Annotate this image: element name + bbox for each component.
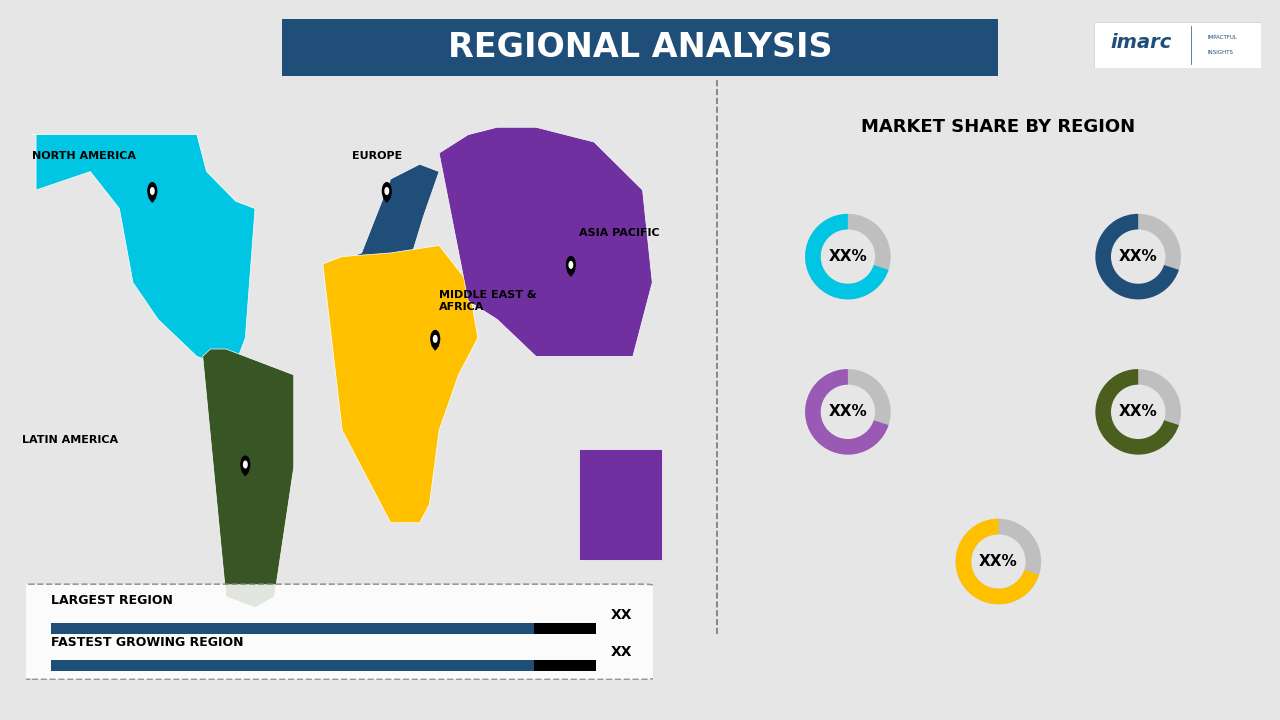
Text: XX: XX [611,608,632,622]
Polygon shape [342,164,439,261]
Wedge shape [1096,369,1179,454]
Text: EUROPE: EUROPE [352,150,402,161]
Text: MARKET SHARE BY REGION: MARKET SHARE BY REGION [861,118,1135,136]
Circle shape [567,256,575,273]
Wedge shape [1096,369,1181,454]
Wedge shape [805,214,891,300]
Polygon shape [202,349,294,608]
Polygon shape [242,471,248,476]
Text: REGIONAL ANALYSIS: REGIONAL ANALYSIS [448,31,832,64]
Wedge shape [1096,214,1179,300]
Text: XX%: XX% [1119,249,1157,264]
FancyBboxPatch shape [282,19,998,76]
Text: MIDDLE EAST &
AFRICA: MIDDLE EAST & AFRICA [439,289,536,312]
Text: LARGEST REGION: LARGEST REGION [51,595,173,608]
Wedge shape [805,369,888,454]
Wedge shape [805,214,888,300]
Bar [534,660,596,671]
Polygon shape [384,197,390,202]
Text: LATIN AMERICA: LATIN AMERICA [23,435,119,445]
Bar [534,623,596,634]
FancyBboxPatch shape [1094,22,1261,68]
Text: ASIA PACIFIC: ASIA PACIFIC [579,228,659,238]
Circle shape [434,336,436,342]
Polygon shape [148,197,156,202]
Wedge shape [805,369,891,454]
Text: XX%: XX% [979,554,1018,569]
FancyBboxPatch shape [13,584,659,680]
Polygon shape [323,246,477,523]
Text: XX%: XX% [1119,405,1157,419]
Text: XX: XX [611,645,632,659]
Circle shape [148,183,156,199]
Circle shape [570,261,572,269]
Polygon shape [579,449,662,559]
Circle shape [431,330,439,347]
Polygon shape [439,127,653,356]
Text: XX%: XX% [828,405,868,419]
Circle shape [151,188,154,194]
Polygon shape [431,346,439,350]
Bar [51,623,534,634]
Polygon shape [567,271,575,276]
Circle shape [385,188,389,194]
Wedge shape [956,518,1039,604]
Wedge shape [956,518,1041,604]
Text: IMPACTFUL: IMPACTFUL [1207,35,1238,40]
Text: INSIGHTS: INSIGHTS [1207,50,1234,55]
Circle shape [241,456,250,473]
Polygon shape [32,135,255,364]
Wedge shape [1096,214,1181,300]
Text: XX%: XX% [828,249,868,264]
Text: imarc: imarc [1110,33,1171,52]
Text: FASTEST GROWING REGION: FASTEST GROWING REGION [51,636,243,649]
Bar [51,660,534,671]
Circle shape [383,183,392,199]
Text: NORTH AMERICA: NORTH AMERICA [32,150,136,161]
Circle shape [243,462,247,468]
